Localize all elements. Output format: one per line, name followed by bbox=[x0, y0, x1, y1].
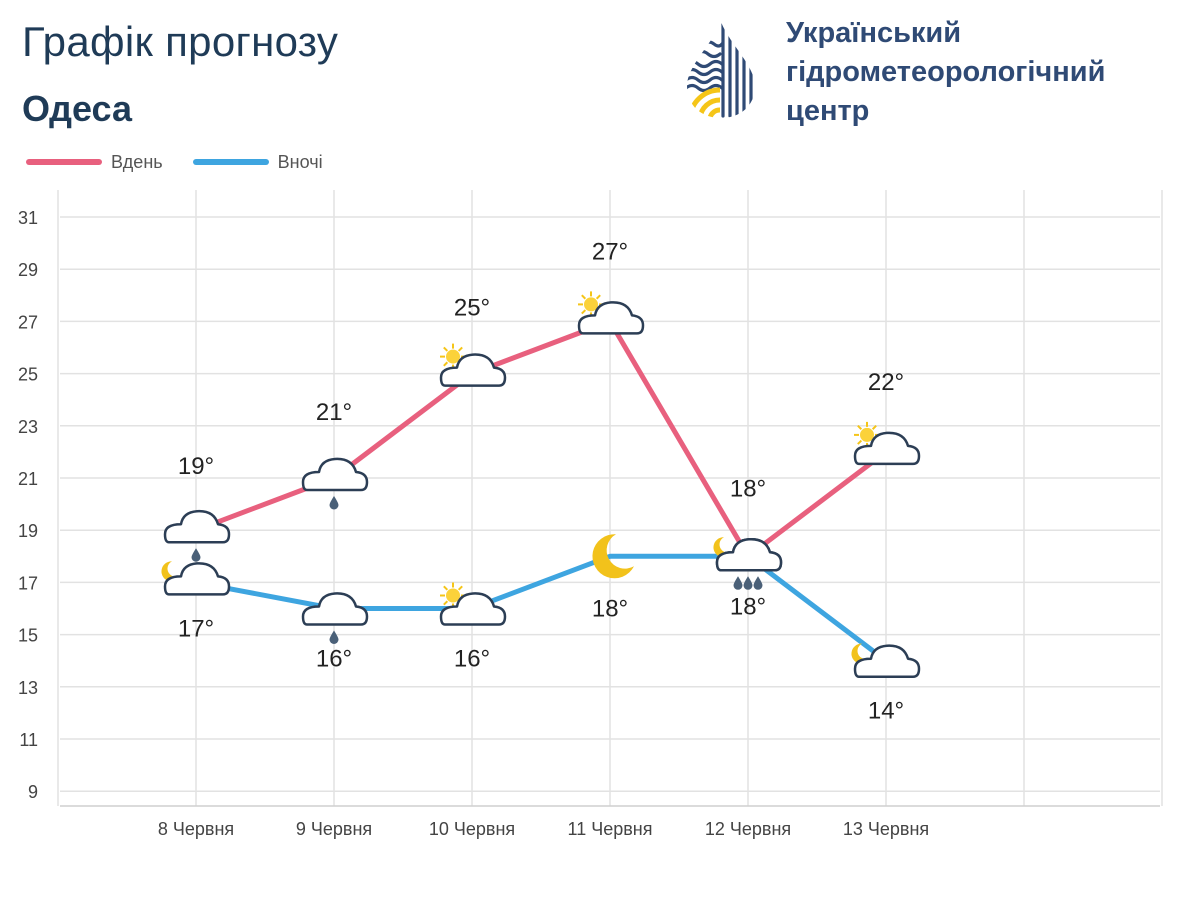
y-tick-label: 25 bbox=[18, 365, 38, 385]
x-tick-label: 8 Червня bbox=[158, 819, 234, 839]
night-value-label: 16° bbox=[316, 646, 352, 673]
y-tick-label: 11 bbox=[19, 730, 38, 750]
org-name-line1: Український bbox=[786, 17, 962, 49]
moon-icon bbox=[592, 534, 634, 579]
cloud-icon bbox=[163, 562, 231, 596]
cloud-icon bbox=[439, 353, 507, 387]
cloud-moon-icon bbox=[161, 561, 231, 596]
cloud-icon bbox=[439, 592, 507, 626]
y-tick-label: 29 bbox=[18, 260, 38, 280]
moon-icon bbox=[851, 643, 871, 664]
night-value-label: 18° bbox=[730, 593, 766, 620]
page-title: Графік прогнозу bbox=[22, 18, 339, 65]
cloud-sun-icon bbox=[439, 582, 507, 626]
y-tick-label: 23 bbox=[18, 417, 38, 437]
day-value-label: 21° bbox=[316, 399, 352, 426]
day-value-label: 19° bbox=[178, 453, 214, 480]
raindrop-icon bbox=[329, 630, 339, 644]
cloud-rain-icon bbox=[163, 509, 231, 562]
legend-swatch-day bbox=[26, 159, 102, 165]
cloud-icon bbox=[301, 457, 369, 492]
day-value-label: 25° bbox=[454, 295, 490, 322]
night-value-label: 18° bbox=[592, 595, 628, 622]
cloud-moon-icon bbox=[713, 537, 783, 572]
y-tick-label: 27 bbox=[18, 312, 38, 332]
legend-swatch-night bbox=[192, 159, 269, 165]
cloud-icon bbox=[577, 301, 645, 335]
moon-icon bbox=[713, 537, 733, 558]
cloud-icon bbox=[301, 592, 369, 626]
cloud-sun-icon bbox=[439, 343, 507, 387]
raindrop-icon bbox=[733, 576, 743, 590]
night-value-label: 16° bbox=[454, 646, 490, 673]
moon-icon bbox=[592, 534, 634, 579]
cloud-icon bbox=[163, 509, 231, 544]
night-series-line bbox=[193, 553, 889, 664]
day-value-label: 18° bbox=[730, 475, 766, 502]
day-series-line bbox=[193, 318, 889, 559]
org-name: Український гідрометеорологічний центр bbox=[786, 14, 1105, 131]
x-tick-label: 10 Червня bbox=[429, 819, 515, 839]
org-name-line2: гідрометеорологічний bbox=[786, 56, 1106, 88]
day-value-label: 27° bbox=[592, 238, 628, 265]
cloud-sun-icon bbox=[577, 291, 645, 335]
y-tick-label: 13 bbox=[18, 678, 38, 698]
legend-label-night: Вночі bbox=[277, 151, 323, 172]
raindrop-icon bbox=[191, 548, 201, 562]
moon-icon bbox=[161, 561, 181, 582]
city-name: Одеса bbox=[22, 88, 132, 129]
night-value-label: 17° bbox=[178, 615, 214, 642]
sun-icon bbox=[440, 343, 466, 370]
chart-legend: Вдень Вночі bbox=[26, 150, 353, 174]
org-logo: Український гідрометеорологічний центр bbox=[684, 14, 1184, 127]
legend-item-day[interactable]: Вдень bbox=[26, 152, 163, 173]
x-tick-label: 9 Червня bbox=[296, 819, 372, 839]
cloud-icon bbox=[715, 538, 783, 572]
y-tick-label: 17 bbox=[18, 573, 38, 593]
night-value-label: 14° bbox=[868, 698, 904, 725]
x-tick-label: 12 Червня bbox=[705, 819, 791, 839]
y-tick-label: 21 bbox=[18, 469, 38, 489]
cloud-moon-icon bbox=[851, 643, 921, 678]
y-tick-label: 31 bbox=[18, 208, 38, 228]
cloud-sun-icon bbox=[853, 421, 921, 466]
cloud-icon bbox=[853, 644, 921, 678]
y-tick-label: 15 bbox=[18, 626, 38, 646]
legend-label-day: Вдень bbox=[111, 151, 163, 172]
raindrop-icon bbox=[329, 496, 339, 510]
cloud-rain-icon bbox=[301, 457, 369, 510]
y-tick-label: 19 bbox=[18, 521, 38, 541]
org-name-line3: центр bbox=[786, 95, 870, 127]
cloud-rain-icon bbox=[301, 592, 369, 644]
cloud-icon bbox=[853, 431, 921, 466]
x-tick-label: 13 Червня bbox=[843, 819, 929, 839]
y-tick-label: 9 bbox=[28, 782, 38, 802]
day-value-label: 22° bbox=[868, 369, 904, 396]
water-drop-logo-icon bbox=[687, 22, 755, 118]
raindrop-icon bbox=[743, 576, 753, 590]
x-tick-label: 11 Червня bbox=[568, 819, 653, 839]
raindrop-icon bbox=[753, 576, 763, 590]
legend-item-night[interactable]: Вночі bbox=[192, 151, 323, 173]
forecast-chart: 31 29 27 25 23 21 19 17 15 13 11 9 8 Червня 9 Червня 1… bbox=[18, 190, 1163, 839]
